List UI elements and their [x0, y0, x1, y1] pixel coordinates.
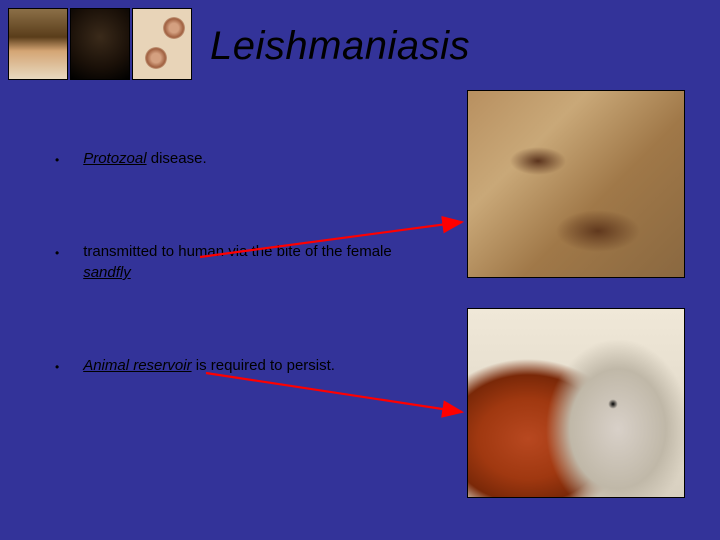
- text-fragment: disease.: [147, 150, 207, 167]
- text-fragment: transmitted to human via the bite of the…: [83, 243, 392, 260]
- emphasis: Animal reservoir: [83, 357, 191, 374]
- reservoir-image: [467, 308, 685, 498]
- clinical-image-1: [8, 8, 68, 80]
- bullet-dot: •: [55, 359, 59, 376]
- bullet-item: • Protozoal disease.: [55, 148, 415, 169]
- emphasis: sandfly: [83, 264, 131, 281]
- emphasis: Protozoal: [83, 150, 146, 167]
- clinical-image-3: [132, 8, 192, 80]
- sandfly-image: [467, 90, 685, 278]
- bullet-text: transmitted to human via the bite of the…: [83, 241, 415, 283]
- bullet-item: • transmitted to human via the bite of t…: [55, 241, 415, 283]
- bullet-item: • Animal reservoir is required to persis…: [55, 355, 415, 376]
- bullet-text: Protozoal disease.: [83, 148, 415, 169]
- bullet-dot: •: [55, 152, 59, 169]
- bullet-list: • Protozoal disease. • transmitted to hu…: [55, 148, 415, 448]
- bullet-dot: •: [55, 245, 59, 262]
- clinical-image-2: [70, 8, 130, 80]
- slide-title: Leishmaniasis: [210, 24, 470, 69]
- thumbnail-row: [8, 8, 192, 80]
- bullet-text: Animal reservoir is required to persist.: [83, 355, 415, 376]
- text-fragment: is required to persist.: [192, 357, 335, 374]
